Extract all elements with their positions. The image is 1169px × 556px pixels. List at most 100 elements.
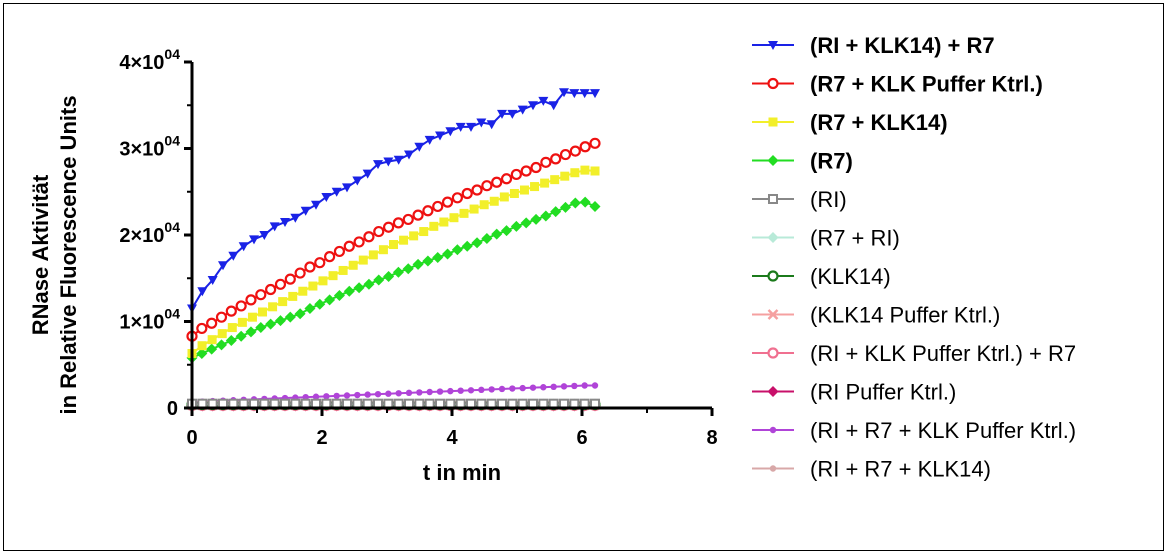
- data-point: [218, 398, 228, 409]
- data-point: [476, 118, 487, 128]
- data-point: [414, 398, 425, 409]
- data-point: [422, 205, 434, 217]
- data-point: [265, 283, 277, 296]
- data-point: [500, 173, 513, 185]
- legend-marker: [767, 347, 779, 359]
- data-point: [510, 168, 522, 181]
- legend-marker: [768, 41, 778, 50]
- legend-label: (R7 + KLK Puffer Ktrl.): [810, 72, 1043, 97]
- y-tick-label: 1×1004: [119, 306, 180, 334]
- data-point: [311, 398, 321, 409]
- legend-marker: [767, 270, 779, 282]
- legend-label: (R7 + RI): [810, 226, 900, 251]
- data-point: [439, 217, 449, 227]
- y-axis-title-line1: RNase Aktivität: [28, 174, 53, 335]
- data-point: [528, 101, 538, 111]
- data-point: [548, 101, 559, 111]
- y-tick-label: 3×1004: [119, 133, 180, 161]
- data-point: [280, 398, 290, 409]
- data-point: [363, 278, 375, 290]
- data-point: [395, 390, 402, 397]
- series-line: [191, 91, 595, 310]
- data-point: [419, 227, 429, 237]
- data-point: [373, 274, 385, 286]
- data-point: [333, 392, 340, 400]
- data-point: [265, 318, 277, 330]
- data-point: [478, 386, 485, 394]
- data-point: [374, 390, 382, 398]
- data-point: [228, 251, 239, 261]
- data-point: [441, 196, 454, 208]
- x-axis-title: t in min: [423, 460, 501, 485]
- data-point: [238, 242, 249, 252]
- data-point: [249, 398, 259, 409]
- data-point: [519, 185, 529, 195]
- data-point: [414, 142, 425, 152]
- legend-label: (RI Puffer Ktrl.): [810, 380, 956, 405]
- data-point: [432, 200, 444, 213]
- data-point: [538, 398, 549, 409]
- legend: (RI + KLK14) + R7 (R7 + KLK Puffer Ktrl.)…: [752, 33, 1076, 482]
- data-point: [559, 398, 569, 409]
- data-point: [342, 398, 352, 409]
- data-point: [280, 218, 290, 228]
- data-point: [520, 217, 532, 229]
- data-point: [471, 184, 483, 196]
- data-point: [269, 398, 280, 409]
- data-point: [589, 137, 601, 149]
- data-point: [385, 390, 392, 397]
- legend-label: (KLK14 Puffer Ktrl.): [810, 303, 1000, 328]
- data-point: [590, 398, 600, 409]
- data-point: [215, 339, 227, 351]
- data-point: [540, 384, 547, 391]
- x-tick-label: 8: [706, 427, 717, 449]
- data-point: [383, 398, 394, 409]
- data-point: [467, 387, 475, 394]
- data-point: [217, 329, 227, 339]
- data-point: [269, 222, 280, 232]
- data-point: [404, 150, 414, 160]
- data-point: [196, 322, 208, 335]
- data-point: [451, 244, 463, 256]
- data-point: [218, 261, 228, 271]
- legend-item: (R7 + RI): [752, 226, 900, 251]
- data-point: [300, 398, 311, 409]
- data-point: [559, 148, 572, 161]
- series-0: [187, 88, 600, 314]
- data-point: [368, 250, 378, 260]
- data-point: [318, 276, 328, 286]
- data-point: [237, 317, 247, 327]
- legend-marker: [769, 426, 777, 434]
- data-point: [445, 398, 456, 409]
- data-point: [255, 322, 267, 334]
- data-point: [225, 335, 237, 347]
- legend-label: (RI + KLK Puffer Ktrl.) + R7: [810, 341, 1076, 366]
- data-point: [559, 88, 569, 98]
- data-point: [409, 231, 419, 241]
- tick-labels: 0 2 4 6 8 0 1×1004 2×1004 3×1004 4×1004: [119, 46, 717, 449]
- x-tick-label: 4: [446, 427, 458, 449]
- data-point: [352, 398, 363, 409]
- data-point: [412, 258, 424, 270]
- data-point: [540, 210, 552, 222]
- data-point: [363, 231, 375, 243]
- data-point: [245, 294, 257, 306]
- data-point: [412, 209, 424, 221]
- series-line: [191, 169, 596, 355]
- legend-label: (RI + R7 + KLK14): [810, 457, 991, 482]
- data-point: [402, 263, 414, 275]
- data-point: [560, 383, 568, 390]
- data-point: [590, 166, 600, 176]
- legend-label: (RI + KLK14) + R7: [810, 33, 995, 58]
- data-point: [342, 183, 352, 193]
- data-point: [331, 398, 342, 409]
- y-tick-label: 0: [167, 398, 178, 420]
- data-point: [294, 267, 306, 279]
- data-point: [304, 303, 316, 315]
- data-point: [590, 89, 600, 99]
- legend-marker: [768, 194, 778, 204]
- series-1: [186, 137, 601, 342]
- legend-label: (R7 + KLK14): [810, 110, 948, 135]
- data-point: [249, 235, 259, 245]
- legend-item: (KLK14 Puffer Ktrl.): [752, 303, 1000, 328]
